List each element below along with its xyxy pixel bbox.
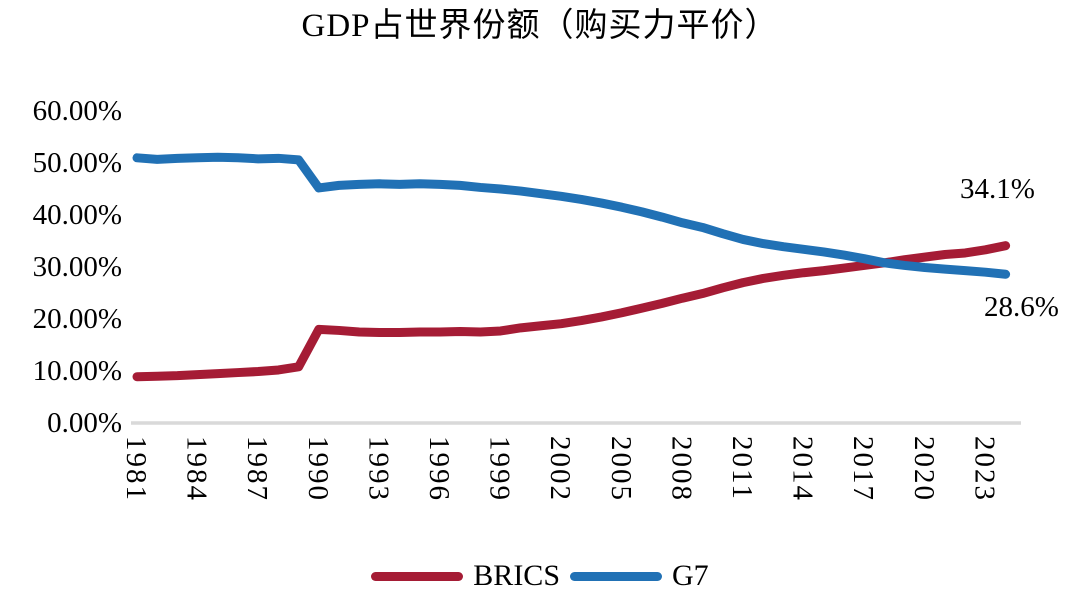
x-tick-label: 1987 [241,436,274,502]
g7-legend-swatch [570,571,663,581]
x-tick-label: 2023 [968,436,1001,502]
brics-legend-label: BRICS [473,559,561,592]
x-tick-label: 1990 [301,436,334,502]
x-tick-label: 1984 [180,436,213,502]
x-tick-label: 2005 [604,436,637,502]
y-tick-label: 30.00% [32,251,122,283]
brics-line [132,241,1011,382]
x-tick-label: 2020 [907,436,940,502]
g7-line [132,152,1011,279]
x-tick-label: 2008 [665,436,698,502]
legend: BRICS G7 [0,558,1080,594]
x-tick-label: 2002 [544,436,577,502]
y-tick-label: 10.00% [32,355,122,387]
brics-end-value-label: 34.1% [960,173,1035,205]
y-tick-label: 20.00% [32,303,122,335]
g7-legend-label: G7 [672,559,709,592]
x-tick-label: 2011 [726,436,758,501]
y-tick-label: 0.00% [47,407,122,439]
chart-title: GDP占世界份额（购买力平价） [301,8,779,44]
brics-legend-swatch [371,571,464,581]
x-tick-label: 1993 [362,436,395,502]
x-tick-label: 1999 [483,436,516,502]
g7-end-value-label: 28.6% [984,291,1059,323]
x-tick-label: 2017 [847,436,880,502]
y-tick-label: 60.00% [32,95,122,127]
x-tick-label: 1981 [120,436,152,502]
y-tick-label: 50.00% [32,147,122,179]
x-tick-label: 2014 [786,436,819,502]
y-tick-label: 40.00% [32,199,122,231]
x-tick-label: 1996 [423,436,455,502]
